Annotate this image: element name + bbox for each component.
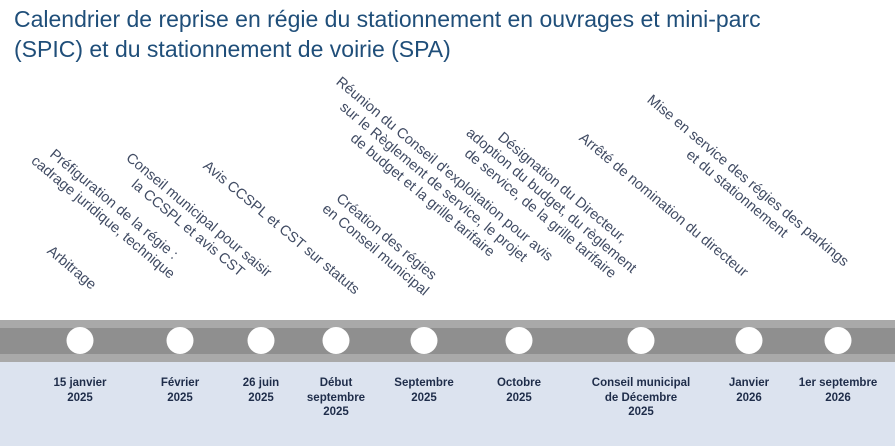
date-band bbox=[0, 360, 895, 446]
milestone-date-line: Début bbox=[319, 377, 353, 389]
milestone-date-line: 2025 bbox=[323, 406, 349, 418]
milestone-dot bbox=[505, 327, 533, 354]
milestone-date: Début septembre 2025 bbox=[307, 376, 365, 420]
milestone-date-line: 2025 bbox=[248, 391, 274, 404]
milestone-event-label: Arbitrage bbox=[43, 243, 99, 294]
milestone-date: Janvier 2026 bbox=[729, 376, 769, 405]
milestone-dot bbox=[247, 327, 275, 354]
milestone-dot bbox=[322, 327, 350, 354]
page-title: Calendrier de reprise en régie du statio… bbox=[14, 4, 874, 64]
title-line-2: (SPIC) et du stationnement de voirie (SP… bbox=[14, 36, 451, 62]
milestone-date: Conseil municipal de Décembre 2025 bbox=[592, 376, 690, 420]
milestone-date: Février 2025 bbox=[161, 376, 199, 405]
milestone-date-line: Conseil municipal bbox=[591, 377, 691, 389]
milestone-dot bbox=[410, 327, 438, 354]
milestone-date-line: septembre bbox=[306, 391, 366, 404]
milestone-date-line: 1er septembre bbox=[798, 377, 878, 389]
milestone-event-line: Mise en service des régies des parkings bbox=[643, 92, 852, 271]
milestone-date-line: 2025 bbox=[411, 391, 437, 404]
milestone-date-line: Septembre bbox=[394, 377, 454, 389]
milestone-date-line: 2026 bbox=[736, 391, 762, 404]
milestone-date-line: 15 janvier bbox=[53, 377, 107, 389]
milestone-date-line: 26 juin bbox=[242, 377, 280, 389]
milestone-dot bbox=[166, 327, 194, 354]
milestone-dot bbox=[735, 327, 763, 354]
milestone-date: 15 janvier 2025 bbox=[53, 376, 106, 405]
milestone-date-line: 2026 bbox=[825, 391, 851, 404]
milestone-date-line: Octobre bbox=[496, 377, 542, 389]
milestone-date-line: de Décembre bbox=[604, 391, 678, 404]
milestone-date-line: Février bbox=[160, 377, 200, 389]
milestone-event-label: Mise en service des régies des parkings e… bbox=[632, 92, 852, 284]
milestone-date-line: 2025 bbox=[67, 391, 93, 404]
milestone-date-line: 2025 bbox=[506, 391, 532, 404]
milestone-date: 1er septembre 2026 bbox=[799, 376, 878, 405]
milestone-dot bbox=[627, 327, 655, 354]
milestone-date: Septembre 2025 bbox=[394, 376, 453, 405]
milestone-event-line: Arbitrage bbox=[43, 243, 100, 294]
milestone-dot bbox=[66, 327, 94, 354]
milestone-date: Octobre 2025 bbox=[497, 376, 541, 405]
milestone-date-line: Janvier bbox=[728, 377, 770, 389]
milestone-dot bbox=[824, 327, 852, 354]
title-line-1: Calendrier de reprise en régie du statio… bbox=[14, 6, 761, 32]
milestone-date: 26 juin 2025 bbox=[243, 376, 279, 405]
milestone-date-line: 2025 bbox=[628, 406, 654, 418]
milestone-date-line: 2025 bbox=[167, 391, 193, 404]
